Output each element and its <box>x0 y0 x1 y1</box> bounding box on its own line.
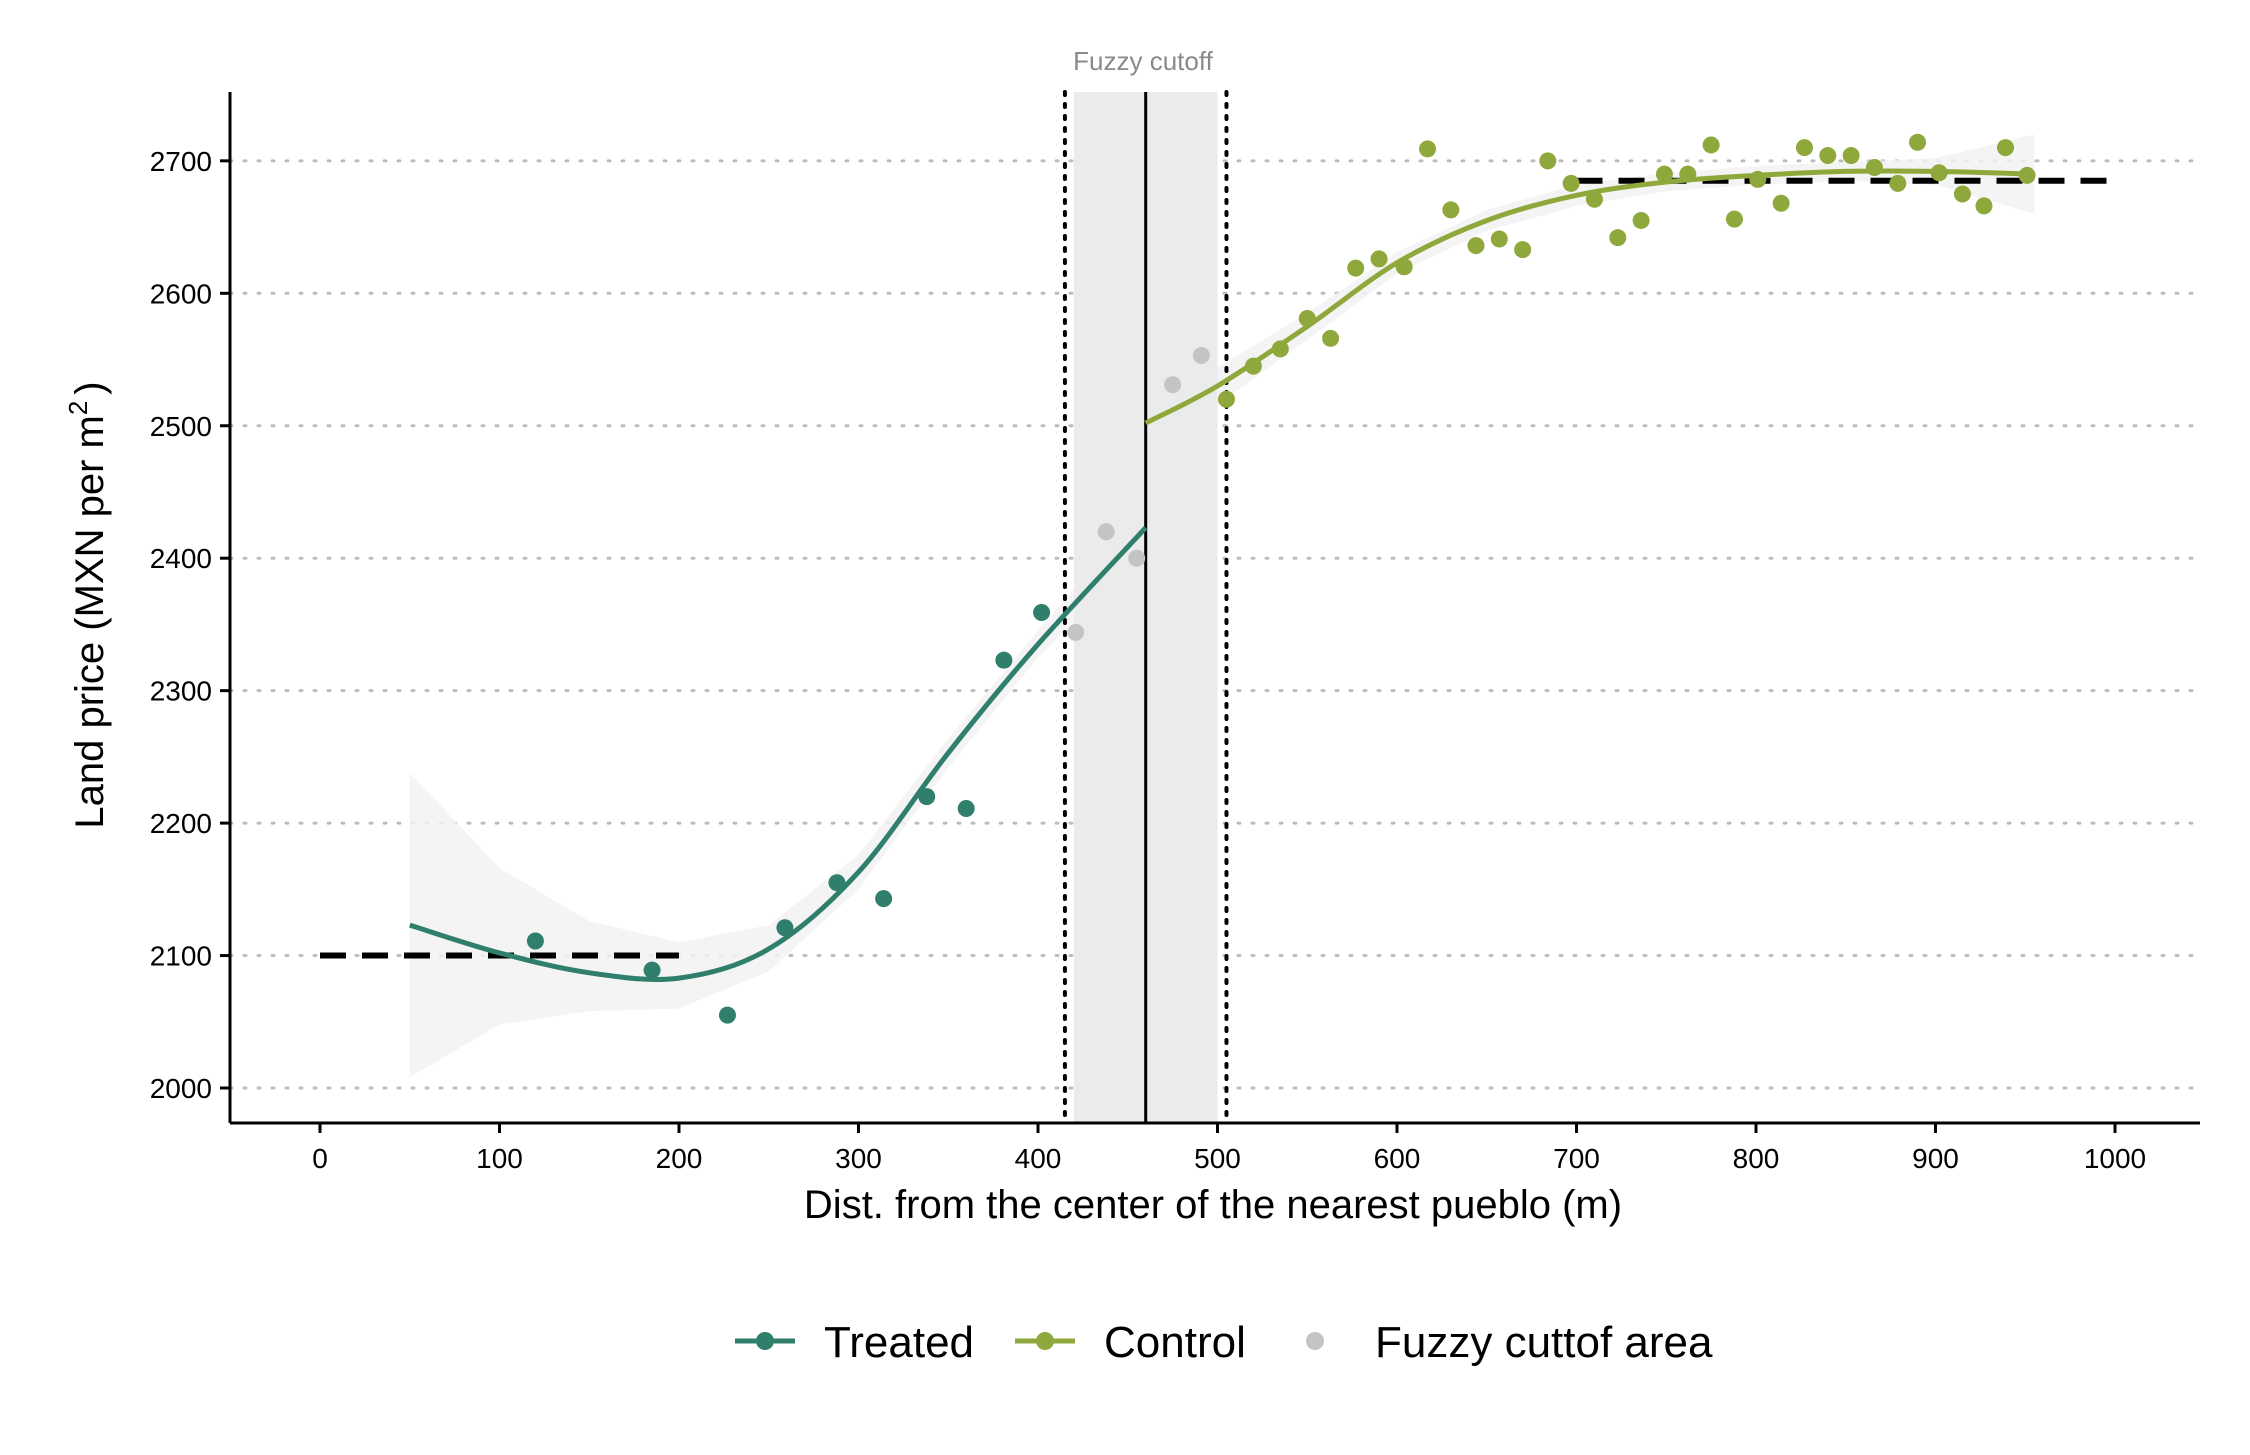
axes <box>220 92 2200 1133</box>
point-control-8 <box>1395 258 1413 276</box>
point-control-26 <box>1819 147 1837 165</box>
y-tick-label-2300: 2300 <box>150 676 212 707</box>
point-control-10 <box>1442 201 1460 219</box>
fit-line-control <box>1144 168 2035 426</box>
legend-label-treated: Treated <box>824 1318 974 1367</box>
point-control-23 <box>1749 170 1767 188</box>
x-tick-label-600: 600 <box>1374 1143 1421 1174</box>
x-axis-title: Dist. from the center of the nearest pue… <box>804 1183 1622 1227</box>
x-tick-label-500: 500 <box>1194 1143 1241 1174</box>
point-fuzzy-3 <box>1128 549 1146 567</box>
fuzzy-cutoff-annotation: Fuzzy cutoff <box>1073 46 1213 76</box>
point-treated-6 <box>875 890 893 908</box>
point-control-20 <box>1679 165 1697 183</box>
point-control-3 <box>1271 340 1289 358</box>
point-control-25 <box>1795 139 1813 157</box>
point-control-2 <box>1244 357 1262 375</box>
x-tick-label-700: 700 <box>1553 1143 1600 1174</box>
y-tick-label-2000: 2000 <box>150 1073 212 1104</box>
legend: Treated Control Fuzzy cuttof area <box>735 1318 1713 1367</box>
point-control-18 <box>1632 211 1650 229</box>
data-points <box>526 133 2036 1024</box>
x-tick-label-200: 200 <box>656 1143 703 1174</box>
point-control-11 <box>1467 237 1485 255</box>
legend-marker-treated <box>756 1332 774 1350</box>
point-fuzzy-5 <box>1192 347 1210 365</box>
y-axis-title: Land price (MXN per m2) <box>63 381 112 828</box>
point-control-5 <box>1322 329 1340 347</box>
y-tick-label-2100: 2100 <box>150 941 212 972</box>
point-control-4 <box>1298 309 1316 327</box>
point-control-1 <box>1217 390 1235 408</box>
point-treated-9 <box>995 651 1013 669</box>
point-control-14 <box>1539 152 1557 170</box>
ribbon-treated <box>409 505 1146 1078</box>
point-control-31 <box>1930 164 1948 182</box>
point-control-6 <box>1347 259 1365 277</box>
point-control-32 <box>1953 185 1971 203</box>
confidence-ribbons <box>409 134 2035 1078</box>
point-fuzzy-1 <box>1067 623 1085 641</box>
point-treated-3 <box>718 1006 736 1024</box>
x-tick-label-900: 900 <box>1912 1143 1959 1174</box>
point-control-35 <box>2018 166 2036 184</box>
x-tick-label-100: 100 <box>476 1143 523 1174</box>
y-tick-label-2500: 2500 <box>150 411 212 442</box>
x-tick-label-300: 300 <box>835 1143 882 1174</box>
point-treated-2 <box>643 961 661 979</box>
y-axis-title-main: Land price (MXN per m <box>68 415 112 828</box>
point-control-15 <box>1562 174 1580 192</box>
point-control-27 <box>1842 147 1860 165</box>
point-control-22 <box>1725 210 1743 228</box>
point-control-29 <box>1889 174 1907 192</box>
point-control-30 <box>1909 133 1927 151</box>
y-axis-title-close: ) <box>68 381 112 394</box>
fit-lines <box>409 168 2035 982</box>
y-axis-title-sup: 2 <box>63 401 93 415</box>
point-control-34 <box>1997 139 2015 157</box>
point-fuzzy-2 <box>1097 523 1115 541</box>
legend-label-fuzzy: Fuzzy cuttof area <box>1375 1318 1713 1367</box>
point-treated-10 <box>1033 604 1051 622</box>
point-control-17 <box>1609 229 1627 247</box>
fuzzy-band <box>1062 90 1229 1125</box>
point-control-13 <box>1514 241 1532 259</box>
y-tick-label-2200: 2200 <box>150 808 212 839</box>
x-tick-label-0: 0 <box>312 1143 328 1174</box>
point-control-16 <box>1585 190 1603 208</box>
legend-marker-control <box>1036 1332 1054 1350</box>
point-fuzzy-4 <box>1164 376 1182 394</box>
legend-label-control: Control <box>1104 1318 1246 1367</box>
y-tick-label-2700: 2700 <box>150 146 212 177</box>
x-tick-label-400: 400 <box>1015 1143 1062 1174</box>
point-control-9 <box>1419 140 1437 158</box>
point-control-21 <box>1702 136 1720 154</box>
point-treated-7 <box>918 788 936 806</box>
point-control-7 <box>1370 250 1388 268</box>
x-tick-label-800: 800 <box>1733 1143 1780 1174</box>
point-treated-1 <box>526 932 544 950</box>
x-tick-label-1000: 1000 <box>2084 1143 2146 1174</box>
y-tick-label-2400: 2400 <box>150 543 212 574</box>
point-control-19 <box>1655 165 1673 183</box>
point-treated-8 <box>957 800 975 818</box>
point-control-33 <box>1975 197 1993 215</box>
point-treated-4 <box>776 919 794 937</box>
legend-marker-fuzzy <box>1306 1332 1324 1350</box>
y-tick-label-2600: 2600 <box>150 278 212 309</box>
point-control-24 <box>1772 194 1790 212</box>
point-treated-5 <box>828 874 846 892</box>
tick-labels: 2000 2100 2200 2300 2400 2500 2600 2700 0 100 200 3… <box>150 146 2146 1174</box>
fit-line-treated <box>409 526 1148 982</box>
point-control-28 <box>1865 158 1883 176</box>
point-control-12 <box>1490 230 1508 248</box>
